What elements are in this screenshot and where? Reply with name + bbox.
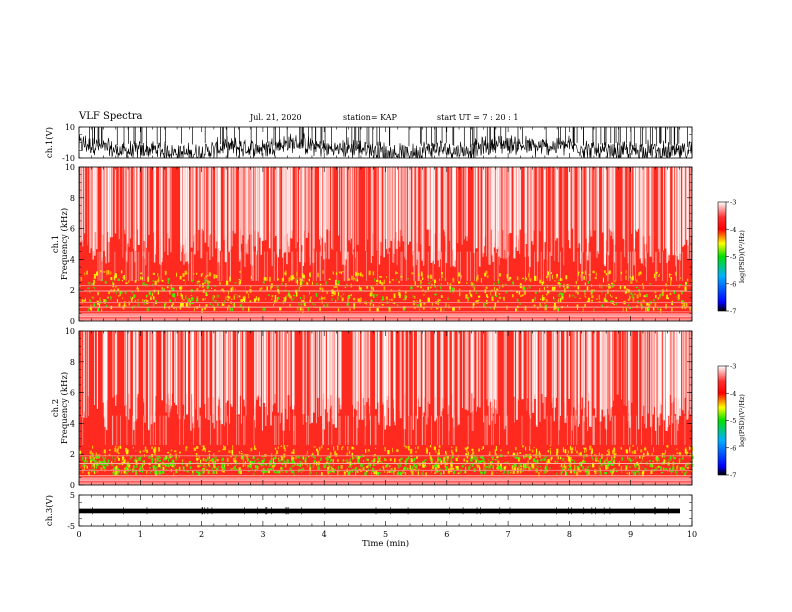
date-label: Jul. 21, 2020 [250,113,302,122]
ch1-spectrogram-ylabel-line2: Frequency (kHz) [59,208,70,280]
start-time-label: start UT = 7 : 20 : 1 [437,113,519,122]
x-tick-label: 4 [322,530,327,539]
ch1-spectrogram-ytick-label: 8 [70,194,75,203]
ch2-spectrogram-colorbar-tick: -3 [730,363,736,371]
ch1-voltage-ytick-label: 10 [65,123,75,132]
ch1-spectrogram-image [79,167,694,321]
ch2-spectrogram-ytick-label: 0 [70,481,75,490]
ch2-spectrogram-ytick-label: 6 [70,389,75,398]
x-tick-label: 10 [687,530,697,539]
ch1-spectrogram-ytick-label: 4 [70,255,75,264]
ch1-spectrogram-colorbar [717,201,727,312]
ch2-spectrogram-colorbar-label: log(PSD)(V²/Hz) [738,394,746,447]
x-tick-label: 2 [199,530,204,539]
ch1-voltage-ylabel: ch.1(V) [44,127,55,158]
x-axis-label: Time (min) [362,538,409,549]
ch2-spectrogram-colorbar-tick: -7 [730,472,736,480]
ch3-voltage-ylabel: ch.3(V) [44,495,55,526]
x-tick-label: 3 [260,530,265,539]
ch2-spectrogram-ytick-label: 2 [70,450,75,459]
x-tick-label: 0 [76,530,81,539]
ch2-spectrogram-image [79,331,694,485]
ch1-spectrogram-colorbar-tick: -5 [730,253,736,261]
ch1-voltage-ytick-label: -10 [62,154,75,163]
x-tick-label: 1 [138,530,143,539]
ch1-spectrogram-colorbar-tick: -6 [730,280,736,288]
x-tick-label: 5 [383,530,388,539]
ch2-spectrogram-colorbar [717,365,727,476]
ch1-spectrogram-ytick-label: 2 [70,286,75,295]
x-tick-label: 8 [567,530,572,539]
chart-title: VLF Spectra [79,111,143,122]
ch3-voltage-trace [79,507,680,515]
ch1-spectrogram-ytick-label: 0 [70,317,75,326]
station-label: station= KAP [343,113,397,122]
ch1-spectrogram-ylabel-line1: ch.1 [51,235,61,253]
ch2-spectrogram-ytick-label: 4 [70,419,75,428]
x-tick-label: 6 [444,530,449,539]
ch2-spectrogram-ytick-label: 8 [70,358,75,367]
ch1-spectrogram-ytick-label: 6 [70,225,75,234]
ch2-spectrogram-ylabel-line1: ch.2 [51,399,61,417]
ch1-spectrogram-colorbar-tick: -4 [730,226,736,234]
x-tick-label: 9 [628,530,633,539]
ch2-spectrogram-colorbar-tick: -4 [730,390,736,398]
ch1-voltage-trace [78,127,693,160]
ch1-spectrogram-ytick-label: 10 [65,163,75,172]
ch3-voltage-ytick-label: 5 [70,491,75,500]
ch1-spectrogram-colorbar-label: log(PSD)(V²/Hz) [738,230,746,283]
ch1-spectrogram-colorbar-tick: -7 [730,308,736,316]
x-tick-label: 7 [506,530,511,539]
ch2-spectrogram-ytick-label: 10 [65,327,75,336]
ch2-spectrogram-colorbar-tick: -5 [730,417,736,425]
ch2-spectrogram-colorbar-tick: -6 [730,444,736,452]
ch3-voltage-ytick-label: -5 [67,522,75,531]
ch1-spectrogram-colorbar-tick: -3 [730,199,736,207]
ch2-spectrogram-ylabel-line2: Frequency (kHz) [59,372,70,444]
